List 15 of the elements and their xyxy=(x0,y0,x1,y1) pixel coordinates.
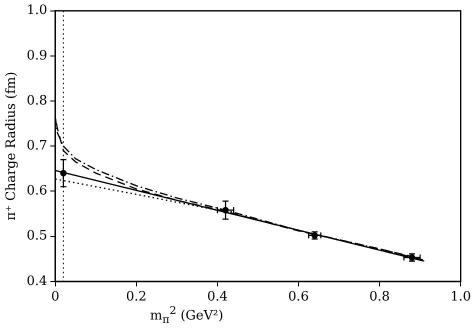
x-tick-label: 1.0 xyxy=(450,290,472,305)
y-tick-label: 0.7 xyxy=(26,138,48,154)
y-tick-label: 0.4 xyxy=(26,274,48,289)
y-tick-label: 0.5 xyxy=(26,228,48,244)
y-axis-title: π⁺ Charge Radius (fm) xyxy=(4,72,20,220)
y-tick-label: 1.0 xyxy=(26,3,48,18)
x-tick-label: 0.4 xyxy=(207,290,228,305)
y-tick-label: 0.9 xyxy=(26,48,48,64)
y-tick-label: 0.6 xyxy=(26,184,48,199)
x-axis-title: m$_{π}$$^{2}$ (GeV²) xyxy=(149,304,224,326)
x-tick-label: 0 xyxy=(51,290,60,305)
y-tick-label: 0.8 xyxy=(26,93,48,108)
x-tick-label: 0.8 xyxy=(369,290,390,305)
x-tick-label: 0.2 xyxy=(126,290,147,305)
x-tick-label: 0.6 xyxy=(288,290,309,305)
